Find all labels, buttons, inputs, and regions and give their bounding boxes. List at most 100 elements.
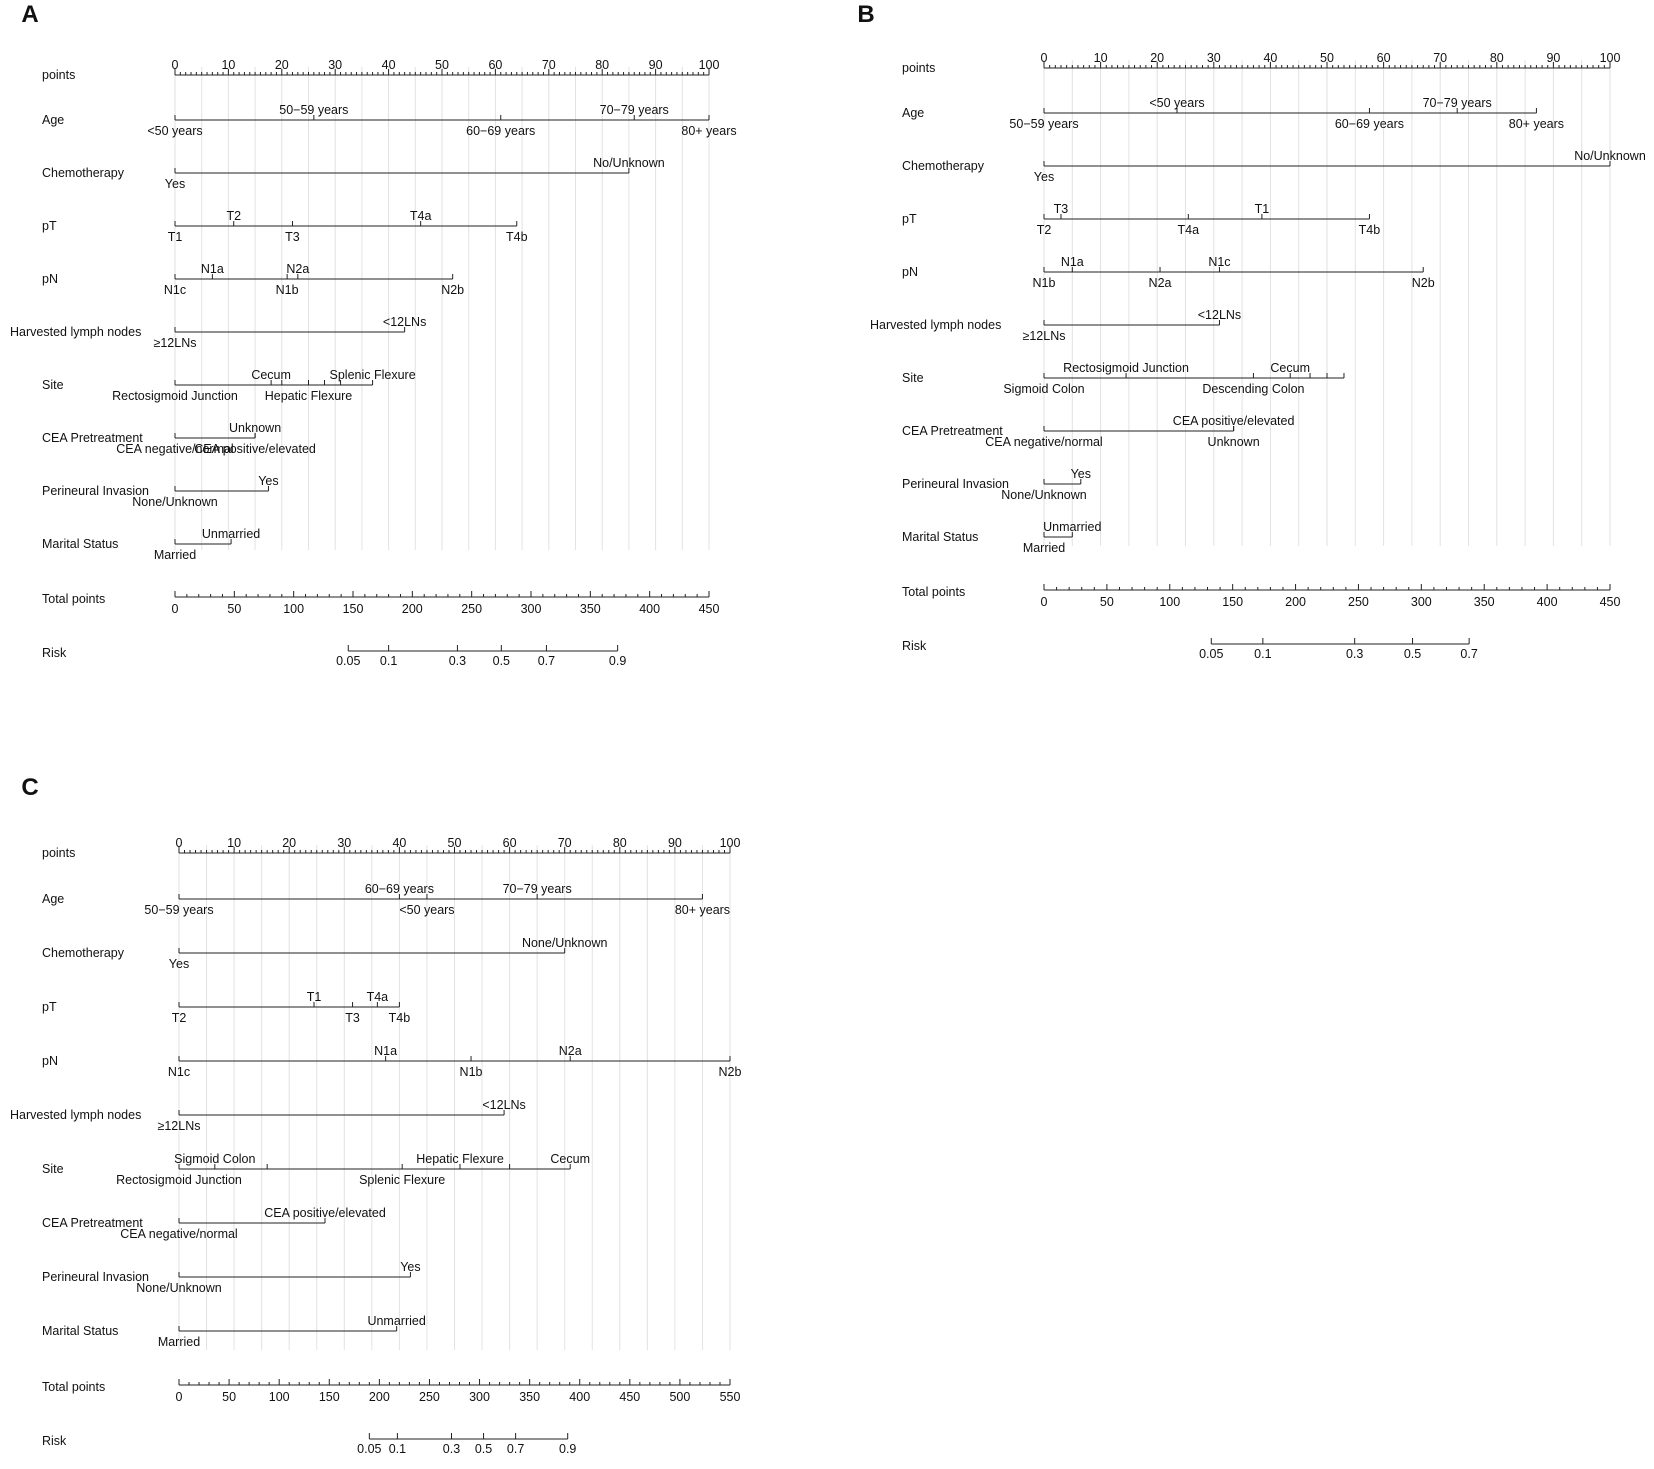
total-points-tick-label: 50 — [1100, 595, 1114, 609]
level-label: 80+ years — [675, 903, 730, 917]
row-label: CEA Pretreatment — [42, 1216, 143, 1230]
level-label: Married — [158, 1335, 200, 1349]
risk-tick-label: 0.1 — [389, 1442, 406, 1456]
level-label: T1 — [168, 230, 183, 244]
level-label: N2b — [1412, 276, 1435, 290]
total-points-tick-label: 50 — [227, 602, 241, 616]
level-label: Sigmoid Colon — [1003, 382, 1084, 396]
points-axis-tick-label: 40 — [392, 836, 406, 850]
level-label: Cecum — [550, 1152, 590, 1166]
row-label: pN — [902, 265, 918, 279]
level-label: 60−69 years — [1335, 117, 1404, 131]
row-label: Perineural Invasion — [902, 477, 1009, 491]
level-label: N1b — [276, 283, 299, 297]
level-label: Yes — [169, 957, 189, 971]
panel-label: C — [21, 774, 38, 801]
level-label: Yes — [165, 177, 185, 191]
risk-label: Risk — [42, 1434, 67, 1448]
level-label: Splenic Flexure — [330, 368, 416, 382]
points-axis-tick-label: 20 — [282, 836, 296, 850]
level-label: N2a — [559, 1044, 582, 1058]
level-label: 50−59 years — [144, 903, 213, 917]
level-label: CEA negative/normal — [120, 1227, 237, 1241]
total-points-tick-label: 100 — [269, 1390, 290, 1404]
level-label: Sigmoid Colon — [174, 1152, 255, 1166]
panel-label: A — [21, 1, 38, 28]
level-label: T2 — [1037, 223, 1052, 237]
total-points-tick-label: 300 — [469, 1390, 490, 1404]
level-label: Unmarried — [202, 527, 260, 541]
level-label: Yes — [400, 1260, 420, 1274]
row-label: pT — [42, 219, 57, 233]
points-axis-tick-label: 80 — [595, 58, 609, 72]
row-label: Site — [42, 1162, 64, 1176]
level-label: Unknown — [229, 421, 281, 435]
level-label: <50 years — [399, 903, 454, 917]
risk-tick-label: 0.3 — [443, 1442, 460, 1456]
row-label: CEA Pretreatment — [902, 424, 1003, 438]
total-points-label: Total points — [42, 592, 105, 606]
risk-tick-label: 0.7 — [538, 654, 555, 668]
risk-tick-label: 0.5 — [475, 1442, 492, 1456]
points-axis-tick-label: 70 — [542, 58, 556, 72]
risk-tick-label: 0.3 — [449, 654, 466, 668]
level-label: None/Unknown — [132, 495, 218, 509]
points-axis-tick-label: 100 — [699, 58, 720, 72]
risk-tick-label: 0.1 — [380, 654, 397, 668]
points-axis-tick-label: 0 — [1041, 51, 1048, 65]
points-axis-tick-label: 30 — [328, 58, 342, 72]
total-points-tick-label: 400 — [639, 602, 660, 616]
level-label: N1b — [1033, 276, 1056, 290]
level-label: T4b — [389, 1011, 411, 1025]
level-label: N1c — [1208, 255, 1230, 269]
points-axis-tick-label: 80 — [1490, 51, 1504, 65]
row-label: pN — [42, 1054, 58, 1068]
level-label: <12LNs — [1198, 308, 1241, 322]
total-points-tick-label: 0 — [172, 602, 179, 616]
row-label: Marital Status — [42, 537, 118, 551]
level-label: 60−69 years — [466, 124, 535, 138]
risk-tick-label: 0.5 — [1404, 647, 1421, 661]
total-points-tick-label: 200 — [402, 602, 423, 616]
total-points-tick-label: 350 — [580, 602, 601, 616]
points-axis-tick-label: 70 — [558, 836, 572, 850]
level-label: Splenic Flexure — [359, 1173, 445, 1187]
points-axis-label: points — [902, 61, 935, 75]
row-label: Age — [902, 106, 924, 120]
level-label: Unmarried — [367, 1314, 425, 1328]
level-label: None/Unknown — [136, 1281, 222, 1295]
level-label: Cecum — [251, 368, 291, 382]
total-points-tick-label: 150 — [319, 1390, 340, 1404]
points-axis-tick-label: 50 — [1320, 51, 1334, 65]
total-points-tick-label: 200 — [1285, 595, 1306, 609]
row-label: Chemotherapy — [42, 946, 125, 960]
level-label: None/Unknown — [522, 936, 608, 950]
total-points-tick-label: 150 — [343, 602, 364, 616]
level-label: CEA positive/elevated — [264, 1206, 386, 1220]
level-label: Hepatic Flexure — [265, 389, 353, 403]
level-label: T4b — [506, 230, 528, 244]
points-axis-tick-label: 100 — [720, 836, 741, 850]
total-points-tick-label: 100 — [1159, 595, 1180, 609]
row-label: Chemotherapy — [902, 159, 985, 173]
level-label: 70−79 years — [503, 882, 572, 896]
points-axis-tick-label: 30 — [337, 836, 351, 850]
points-axis-tick-label: 90 — [668, 836, 682, 850]
level-label: 70−79 years — [600, 103, 669, 117]
level-label: T4b — [1359, 223, 1381, 237]
row-label: Perineural Invasion — [42, 484, 149, 498]
points-axis-tick-label: 20 — [275, 58, 289, 72]
points-axis-tick-label: 10 — [221, 58, 235, 72]
risk-tick-label: 0.5 — [493, 654, 510, 668]
level-label: <12LNs — [482, 1098, 525, 1112]
points-axis-tick-label: 30 — [1207, 51, 1221, 65]
level-label: Hepatic Flexure — [416, 1152, 504, 1166]
level-label: <12LNs — [383, 315, 426, 329]
total-points-tick-label: 450 — [699, 602, 720, 616]
level-label: N1a — [201, 262, 224, 276]
risk-tick-label: 0.7 — [507, 1442, 524, 1456]
total-points-tick-label: 350 — [1474, 595, 1495, 609]
points-axis-tick-label: 60 — [503, 836, 517, 850]
